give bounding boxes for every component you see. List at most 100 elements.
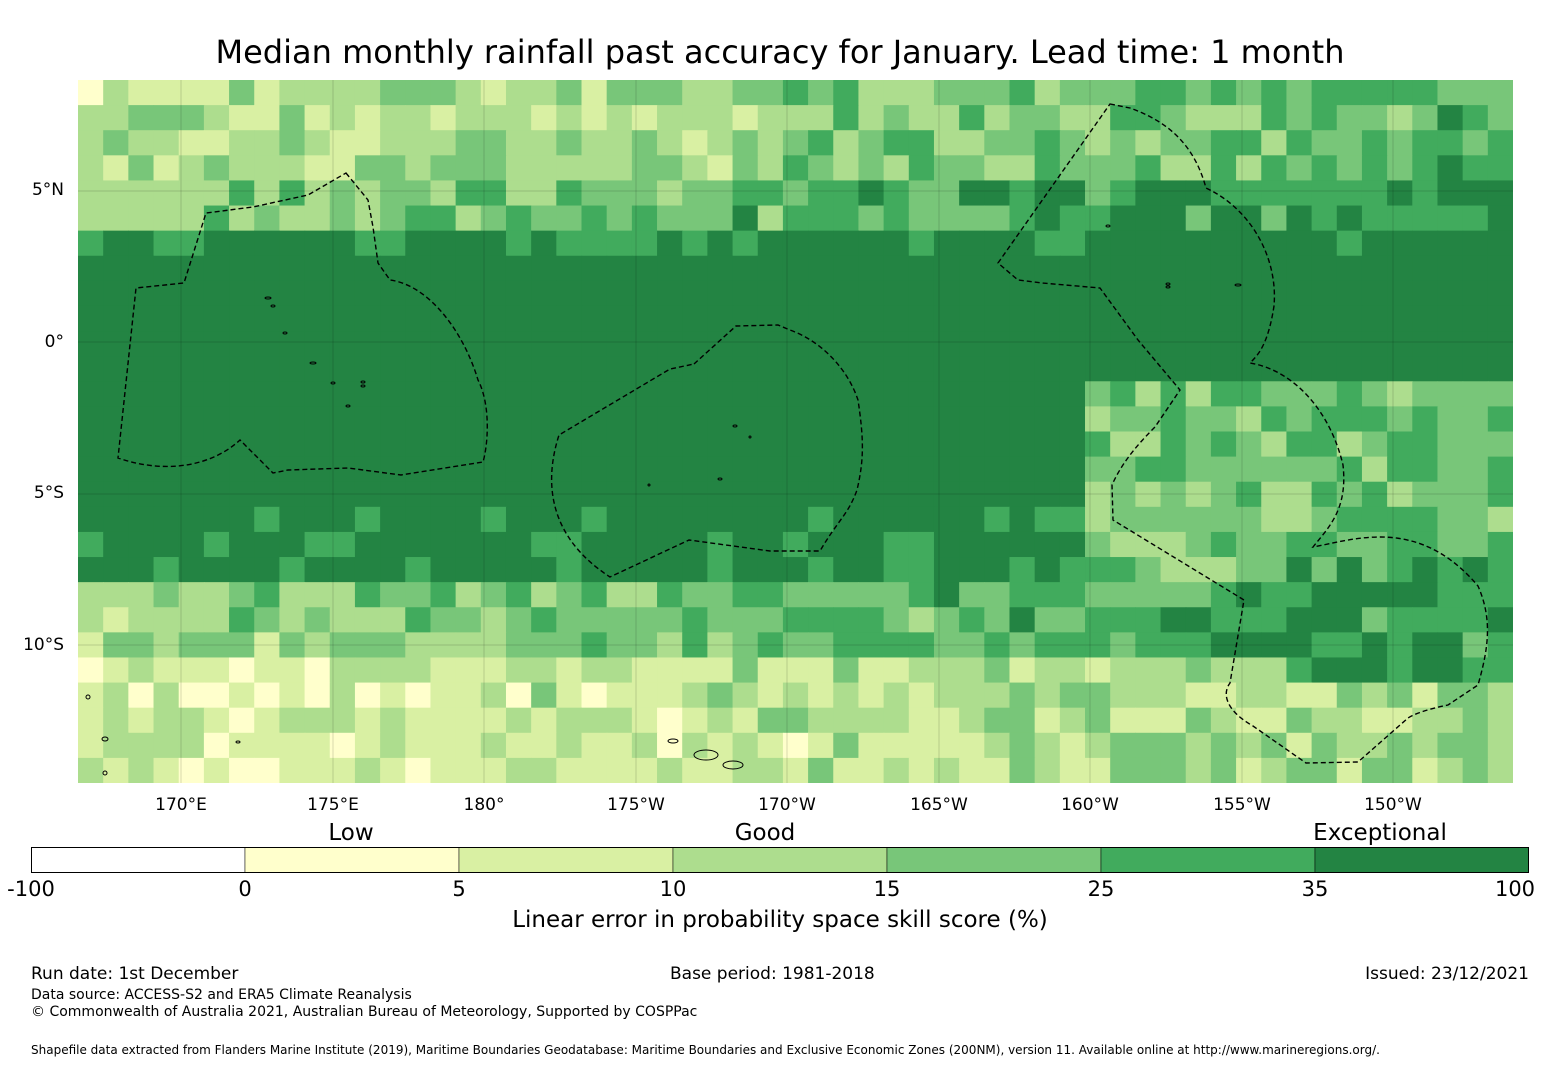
- skill-cell: [329, 657, 356, 684]
- skill-cell: [455, 230, 482, 257]
- skill-cell: [505, 607, 532, 633]
- skill-cell: [1412, 331, 1439, 357]
- skill-cell: [1286, 180, 1313, 207]
- skill-cell: [1185, 682, 1212, 709]
- island-outline: [717, 477, 723, 481]
- skill-cell: [782, 607, 809, 633]
- skill-cell: [782, 255, 809, 282]
- skill-cell: [279, 682, 306, 709]
- legend-category-good: Good: [734, 820, 796, 846]
- skill-cell: [1311, 607, 1338, 633]
- skill-cell: [1437, 130, 1464, 156]
- skill-cell: [1412, 481, 1439, 508]
- skill-cell: [78, 406, 104, 433]
- skill-cell: [354, 481, 381, 508]
- skill-cell: [1185, 205, 1212, 232]
- skill-cell: [304, 381, 331, 407]
- skill-cell: [833, 682, 860, 709]
- skill-cell: [1034, 607, 1061, 633]
- skill-cell: [858, 481, 885, 508]
- skill-cell: [984, 331, 1011, 357]
- skill-cell: [1085, 732, 1111, 759]
- skill-cell: [1286, 431, 1313, 458]
- skill-cell: [556, 732, 583, 759]
- skill-cell: [229, 632, 255, 659]
- skill-cell: [707, 757, 734, 783]
- skill-cell: [1135, 205, 1162, 232]
- skill-cell: [254, 381, 281, 407]
- colorbar-swatch-25-35: [1100, 847, 1316, 873]
- skill-cell: [178, 682, 205, 709]
- skill-cell: [1034, 406, 1061, 433]
- skill-cell: [1311, 481, 1338, 508]
- skill-cell: [657, 707, 683, 734]
- skill-cell: [178, 180, 205, 207]
- skill-cell: [1210, 682, 1237, 709]
- skill-cell: [581, 331, 608, 357]
- skill-cell: [78, 381, 104, 407]
- island-outline: [282, 331, 288, 335]
- skill-cell: [128, 431, 155, 458]
- skill-cell: [1210, 280, 1237, 307]
- skill-cell: [883, 431, 910, 458]
- skill-cell: [1311, 657, 1338, 684]
- skill-cell: [1059, 531, 1086, 558]
- skill-cell: [1009, 305, 1036, 332]
- skill-cell: [631, 331, 658, 357]
- skill-cell: [757, 305, 784, 332]
- skill-cell: [1336, 632, 1363, 659]
- skill-cell: [1311, 732, 1338, 759]
- island-outline: [101, 736, 109, 742]
- skill-cell: [78, 607, 104, 633]
- skill-cell: [959, 557, 985, 583]
- skill-cell: [1059, 356, 1086, 382]
- skill-cell: [1462, 280, 1489, 307]
- skill-cell: [1286, 657, 1313, 684]
- skill-cell: [682, 632, 708, 659]
- colorbar-swatch-0-5: [244, 847, 460, 873]
- skill-cell: [153, 506, 180, 533]
- skill-cell: [833, 531, 860, 558]
- skill-cell: [1034, 180, 1061, 207]
- skill-cell: [329, 632, 356, 659]
- skill-cell: [1286, 105, 1313, 131]
- skill-cell: [128, 557, 155, 583]
- skill-cell: [128, 230, 155, 257]
- skill-cell: [329, 80, 356, 106]
- skill-cell: [908, 757, 935, 783]
- skill-cell: [631, 531, 658, 558]
- skill-cell: [1437, 481, 1464, 508]
- skill-cell: [229, 381, 255, 407]
- skill-cell: [480, 155, 507, 182]
- skill-cell: [833, 632, 860, 659]
- skill-cell: [153, 707, 180, 734]
- skill-cell: [430, 205, 457, 232]
- skill-cell: [103, 406, 129, 433]
- skill-cell: [606, 230, 633, 257]
- skill-cell: [1210, 732, 1237, 759]
- skill-cell: [153, 356, 180, 382]
- skill-cell: [1210, 331, 1237, 357]
- skill-cell: [505, 657, 532, 684]
- skill-cell: [808, 431, 834, 458]
- skill-cell: [657, 431, 683, 458]
- skill-cell: [757, 632, 784, 659]
- skill-cell: [908, 607, 935, 633]
- skill-cell: [1336, 80, 1363, 106]
- skill-cell: [354, 305, 381, 332]
- skill-cell: [1110, 280, 1136, 307]
- skill-cell: [153, 381, 180, 407]
- skill-cell: [1210, 155, 1237, 182]
- skill-cell: [1135, 506, 1162, 533]
- skill-cell: [480, 757, 507, 783]
- skill-cell: [229, 305, 255, 332]
- skill-cell: [833, 456, 860, 483]
- skill-cell: [1462, 456, 1489, 483]
- skill-cell: [531, 130, 557, 156]
- skill-cell: [732, 280, 759, 307]
- skill-cell: [984, 531, 1011, 558]
- skill-cell: [1160, 80, 1187, 106]
- skill-cell: [556, 582, 583, 608]
- skill-cell: [405, 356, 432, 382]
- skill-cell: [480, 732, 507, 759]
